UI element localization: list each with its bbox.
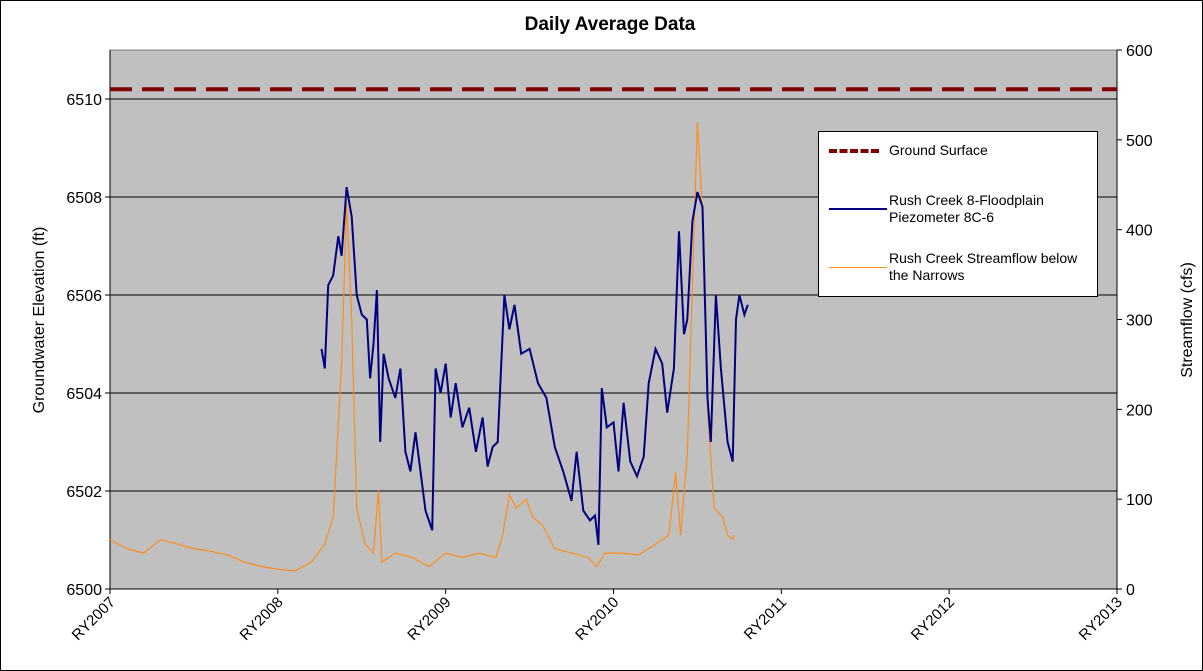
y-tick-label: 6502 (66, 484, 102, 501)
y2-tick-label: 200 (1126, 402, 1153, 419)
y-tick-label: 6508 (66, 190, 102, 207)
y-axis-label: Groundwater Elevation (ft) (31, 227, 48, 414)
y2-tick-label: 100 (1126, 492, 1153, 509)
y2-tick-label: 400 (1126, 223, 1153, 240)
series-line (320, 187, 749, 546)
chart-title: Daily Average Data (525, 14, 696, 35)
y-tick-label: 6504 (66, 386, 102, 403)
legend: Ground Surface Rush Creek 8-Floodplain Pi… (818, 131, 1098, 297)
legend-entry: Rush Creek 8-Floodplain Piezometer 8C-6 (829, 192, 1084, 226)
legend-swatch (829, 208, 887, 210)
legend-entry: Rush Creek Streamflow below the Narrows (829, 250, 1084, 284)
legend-label: Ground Surface (889, 142, 988, 158)
y2-tick-label: 500 (1126, 133, 1153, 150)
series-line (109, 121, 735, 572)
y2-axis-label: Streamflow (cfs) (1179, 262, 1196, 378)
y2-tick-label: 600 (1126, 43, 1153, 60)
y2-tick-label: 300 (1126, 313, 1153, 330)
legend-label: Rush Creek Streamflow below the Narrows (889, 250, 1078, 283)
legend-swatch (829, 266, 887, 268)
y-tick-label: 6500 (66, 582, 102, 599)
legend-entry: Ground Surface (829, 142, 1084, 159)
y-tick-label: 6506 (66, 288, 102, 305)
legend-label: Rush Creek 8-Floodplain Piezometer 8C-6 (889, 192, 1044, 225)
y2-tick-label: 0 (1126, 582, 1135, 599)
y-tick-label: 6510 (66, 92, 102, 109)
legend-swatch (829, 148, 879, 153)
